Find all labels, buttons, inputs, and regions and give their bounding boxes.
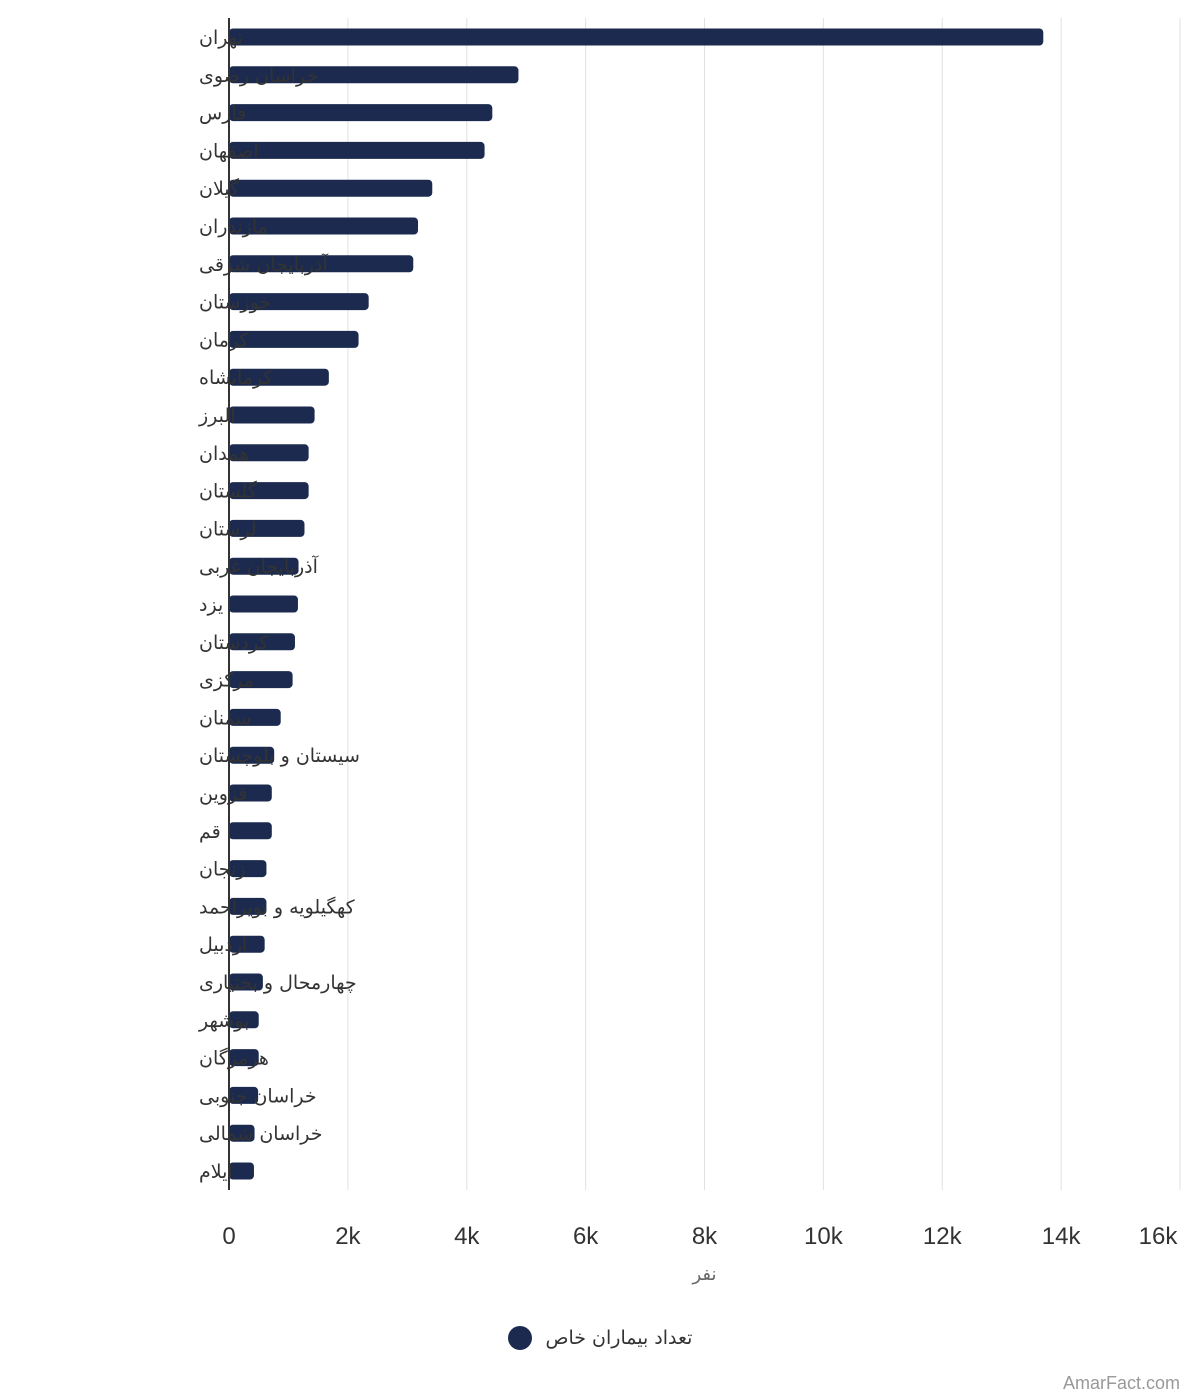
bar[interactable] <box>229 595 298 613</box>
category-label: همدان <box>199 443 249 465</box>
x-tick-label: 10k <box>804 1223 844 1250</box>
category-label: قم <box>199 821 221 843</box>
x-tick-label: 0 <box>222 1223 235 1250</box>
category-label: کهگیلویه و بویراحمد <box>199 895 356 918</box>
bar[interactable] <box>229 141 485 159</box>
bar[interactable] <box>229 255 414 273</box>
category-label: بوشهر <box>198 1010 249 1032</box>
bar[interactable] <box>229 1049 259 1067</box>
category-label: تهران <box>199 27 243 49</box>
bar[interactable] <box>229 66 519 84</box>
bar[interactable] <box>229 330 359 348</box>
category-label: خراسان شمالی <box>199 1123 323 1145</box>
bar[interactable] <box>229 860 267 878</box>
bar[interactable] <box>229 822 272 840</box>
category-label: آذربایجان غربی <box>199 554 319 578</box>
legend-label: تعداد بیماران خاص <box>545 1327 693 1349</box>
bar[interactable] <box>229 28 1044 46</box>
category-label: لرستان <box>199 518 257 540</box>
credit-text[interactable]: AmarFact.com <box>1062 1373 1180 1393</box>
category-label: یزد <box>199 594 223 616</box>
category-label: خراسان جنوبی <box>199 1085 317 1107</box>
bar[interactable] <box>229 104 493 122</box>
legend-marker <box>507 1326 532 1350</box>
category-label: خراسان رضوی <box>199 65 318 87</box>
x-tick-label: 4k <box>454 1223 480 1250</box>
category-label: مازندران <box>199 216 268 238</box>
bar[interactable] <box>229 1124 255 1142</box>
category-label: گیلان <box>199 177 240 200</box>
category-label: کرمان <box>199 329 249 351</box>
bar[interactable] <box>229 935 265 953</box>
category-label: کردستان <box>199 632 269 654</box>
bar[interactable] <box>229 746 275 764</box>
bar[interactable] <box>229 482 309 500</box>
x-tick-label: 12k <box>923 1223 963 1250</box>
bar[interactable] <box>229 671 293 689</box>
bar[interactable] <box>229 217 419 235</box>
x-tick-label: 14k <box>1042 1223 1082 1250</box>
category-label: قزوین <box>199 783 248 805</box>
category-label: ایلام <box>199 1161 233 1183</box>
bar[interactable] <box>229 897 267 915</box>
category-label: خوزستان <box>199 292 271 314</box>
category-label: فارس <box>199 103 246 125</box>
bar[interactable] <box>229 557 299 575</box>
category-label: هرمزگان <box>199 1047 269 1070</box>
bar[interactable] <box>229 519 305 537</box>
bar[interactable] <box>229 406 315 424</box>
bar[interactable] <box>229 444 309 462</box>
category-label: اردبیل <box>199 934 247 956</box>
bar[interactable] <box>229 293 369 311</box>
x-axis-title: نفر <box>691 1264 716 1285</box>
bar[interactable] <box>229 633 295 651</box>
category-label: زنجان <box>199 859 245 881</box>
x-tick-labels: 0 2k 4k 6k 8k 10k 12k 14k 16k <box>222 1223 1178 1250</box>
category-label: البرز <box>198 405 235 427</box>
category-label: مرکزی <box>199 670 254 692</box>
x-tick-label: 8k <box>692 1223 718 1250</box>
category-label: سمنان <box>199 707 251 729</box>
x-tick-label: 2k <box>335 1223 361 1250</box>
bar[interactable] <box>229 708 281 726</box>
bar[interactable] <box>229 973 263 991</box>
x-tick-label: 6k <box>573 1223 599 1250</box>
bar[interactable] <box>229 368 329 386</box>
category-label: چهارمحال و بختیاری <box>199 972 357 994</box>
category-label: سیستان و بلوچستان <box>199 745 360 767</box>
bar[interactable] <box>229 1011 259 1029</box>
bars <box>229 28 1044 1180</box>
bar[interactable] <box>229 1086 259 1104</box>
category-label: کرمانشاه <box>199 367 273 389</box>
gridlines <box>347 18 1181 1190</box>
bar[interactable] <box>229 179 433 197</box>
x-tick-label: 16k <box>1139 1223 1179 1250</box>
bar[interactable] <box>229 1162 254 1180</box>
bar[interactable] <box>229 784 272 802</box>
legend[interactable]: تعداد بیماران خاص <box>0 1326 1200 1350</box>
category-label: آذربایجان شرقی <box>199 252 328 276</box>
